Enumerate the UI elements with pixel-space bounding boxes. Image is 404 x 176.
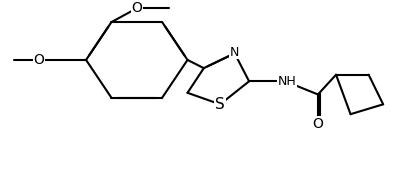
Text: S: S xyxy=(215,97,225,112)
Text: NH: NH xyxy=(278,75,297,88)
Text: O: O xyxy=(131,1,142,15)
Text: O: O xyxy=(34,53,44,67)
Text: O: O xyxy=(313,117,323,131)
Text: N: N xyxy=(230,46,239,59)
